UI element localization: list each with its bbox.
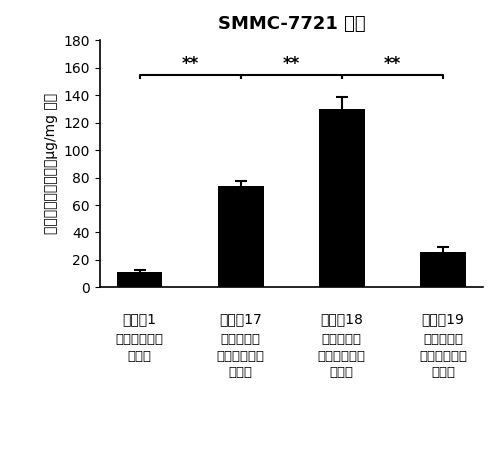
Text: 甘草酸修饰
羧甲基壳聚糖
纳米粒: 甘草酸修饰 羧甲基壳聚糖 纳米粒	[318, 333, 366, 379]
Text: 甘草酸修饰
羧甲基壳聚糖
纳米粒: 甘草酸修饰 羧甲基壳聚糖 纳米粒	[419, 333, 467, 379]
Text: **: **	[283, 55, 300, 73]
Bar	[117, 272, 162, 287]
Text: 实施例1: 实施例1	[123, 313, 157, 326]
Text: 实施例19: 实施例19	[421, 313, 464, 326]
Text: 实施例18: 实施例18	[320, 313, 363, 326]
Text: 甘草酸修饰
羧甲基壳聚糖
纳米粒: 甘草酸修饰 羧甲基壳聚糖 纳米粒	[217, 333, 265, 379]
Bar	[420, 252, 466, 287]
Y-axis label: 纳米粒细胞摄取量（μg/mg 蛋白: 纳米粒细胞摄取量（μg/mg 蛋白	[44, 93, 58, 234]
Text: 羧甲基壳聚糖
纳米粒: 羧甲基壳聚糖 纳米粒	[116, 333, 164, 363]
Text: 实施例17: 实施例17	[220, 313, 262, 326]
Bar	[319, 109, 365, 287]
Bar	[218, 186, 263, 287]
Text: **: **	[384, 55, 401, 73]
Text: **: **	[182, 55, 199, 73]
Title: SMMC-7721 细胞: SMMC-7721 细胞	[218, 15, 365, 33]
